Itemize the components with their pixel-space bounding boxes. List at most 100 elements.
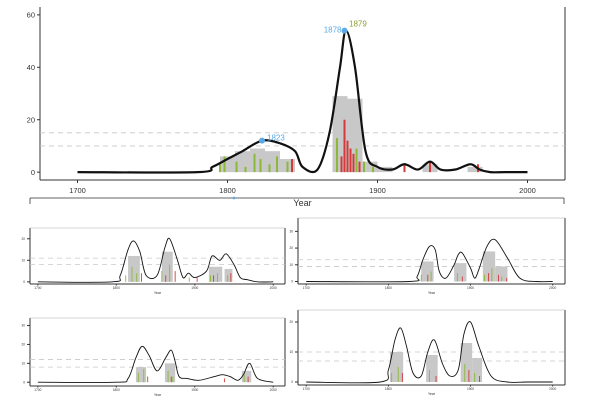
panel-3-x-tick-label-0: 1700 bbox=[303, 286, 310, 290]
panel-1-peak-label-2: 1879 bbox=[349, 20, 367, 29]
panel-4-y-tick-label-1: 10 bbox=[21, 361, 25, 365]
panel-1-green-spike-9 bbox=[336, 138, 338, 173]
panel-4-green-spike-3 bbox=[172, 376, 174, 383]
panel-3-x-tick-label-1: 1800 bbox=[385, 286, 392, 290]
panel-1-y-tick-label-1: 20 bbox=[27, 115, 35, 124]
panel-4-gray-bar-2 bbox=[241, 370, 252, 383]
panel-1-green-spike-11 bbox=[363, 161, 365, 173]
panel-3-green-spike-1 bbox=[430, 271, 432, 282]
panel-4-green-spike-2 bbox=[167, 370, 169, 383]
panel-1-green-spike-10 bbox=[355, 148, 358, 173]
panel-1-red-spike-8 bbox=[429, 161, 431, 173]
panel-3-green-spike-3 bbox=[484, 274, 485, 282]
panel-3-green-spike-4 bbox=[491, 268, 493, 282]
panel-5-green-spike-0 bbox=[391, 373, 393, 382]
panel-1-green-spike-8 bbox=[286, 161, 289, 173]
panel-5-gray-bar-0 bbox=[390, 352, 404, 382]
panel-1-x-tick-label-1: 1800 bbox=[219, 186, 236, 195]
panel-4-gray-bar-1 bbox=[164, 363, 176, 383]
panel-2-green-spike-7 bbox=[217, 273, 218, 282]
panel-1-x-axis-label: Year bbox=[293, 198, 311, 208]
panel-3-red-spike-3 bbox=[498, 274, 499, 282]
panel-3-red-spike-2 bbox=[488, 273, 490, 282]
panel-1-green-spike-1 bbox=[223, 156, 226, 173]
panel-2-x-tick-label-3: 2000 bbox=[270, 286, 277, 290]
panel-1-y-tick-label-2: 40 bbox=[27, 63, 35, 72]
panel-1-red-spike-1 bbox=[340, 156, 343, 173]
panel-1-gray-bar-2 bbox=[250, 148, 265, 173]
panel-4-green-spike-4 bbox=[243, 374, 245, 383]
panel-1-x-tick-label-3: 2000 bbox=[519, 186, 536, 195]
panel-1-x-tick-label-2: 1900 bbox=[369, 186, 386, 195]
panel-4-y-tick-label-3: 30 bbox=[21, 324, 25, 328]
panel-3-red-spike-0 bbox=[427, 274, 429, 282]
panel-3-red-spike-4 bbox=[506, 278, 508, 282]
panel-3-green-spike-2 bbox=[456, 273, 458, 282]
panel-1-peak-label-1: 1878 bbox=[324, 26, 342, 35]
panel-3-y-tick-label-1: 10 bbox=[289, 263, 293, 267]
panel-1-red-spike-0 bbox=[291, 159, 293, 173]
panel-2-green-spike-8 bbox=[227, 275, 229, 282]
panel-4-density-curve bbox=[37, 345, 274, 383]
panel-1-green-spike-2 bbox=[235, 161, 238, 173]
panel-4-red-spike-2 bbox=[224, 378, 226, 383]
panel-2-red-spike-0 bbox=[140, 273, 142, 282]
panel-5-x-tick-label-0: 1700 bbox=[303, 387, 310, 391]
panel-3-density-curve bbox=[306, 238, 553, 283]
panel-2-y-tick-label-2: 20 bbox=[21, 237, 25, 241]
panel-1-peak-marker-0 bbox=[259, 137, 265, 144]
panel-2-x-axis-label: Year bbox=[154, 291, 162, 295]
panel-4-green-spike-1 bbox=[143, 369, 145, 383]
panel-3-gray-bar-0 bbox=[421, 261, 434, 282]
panel-2-gray-bar-3 bbox=[224, 268, 233, 282]
panel-2-y-tick-label-1: 10 bbox=[21, 258, 25, 262]
panel-2-green-spike-1 bbox=[131, 266, 133, 282]
panel-3-y-tick-label-3: 30 bbox=[289, 229, 293, 233]
panel-4-red-spike-3 bbox=[247, 376, 249, 383]
panel-2-green-spike-5 bbox=[188, 277, 190, 282]
panel-2-x-tick-label-2: 1900 bbox=[191, 286, 198, 290]
panel-1-green-spike-3 bbox=[244, 166, 247, 173]
panel-3-green-spike-0 bbox=[420, 274, 422, 282]
panel-2-gray-bar-2 bbox=[208, 266, 223, 282]
panel-5-x-tick-label-3: 2000 bbox=[549, 387, 556, 391]
panel-4-gray-bar-0 bbox=[135, 367, 147, 383]
panel-1-red-spike-3 bbox=[346, 140, 349, 173]
panel-5-gray-bar-3 bbox=[472, 358, 483, 382]
panel-5-red-spike-0 bbox=[401, 373, 403, 382]
panel-5: 0 10 20 1700 1800 1900 2000 Year bbox=[289, 309, 566, 396]
panel-1-green-spike-7 bbox=[276, 156, 278, 173]
panel-5-red-spike-3 bbox=[479, 376, 481, 382]
panel-5-red-spike-1 bbox=[435, 376, 437, 382]
panel-1-green-spike-12 bbox=[372, 166, 374, 173]
panel-1-red-spike-6 bbox=[358, 161, 361, 173]
panel-3-x-tick-label-3: 2000 bbox=[549, 286, 556, 290]
panel-2-green-spike-0 bbox=[125, 275, 127, 282]
panel-5-x-axis-label: Year bbox=[428, 392, 436, 396]
panel-5-density-curve bbox=[306, 321, 553, 384]
panel-4-y-tick-label-2: 20 bbox=[21, 343, 25, 347]
separator-dot bbox=[232, 196, 236, 200]
panel-2-green-spike-6 bbox=[210, 275, 211, 282]
panel-2-red-spike-1 bbox=[165, 275, 167, 282]
panel-2: 0 10 20 1700 1800 1900 2000 Year bbox=[21, 227, 286, 295]
panel-1-gray-bar-7 bbox=[362, 161, 378, 173]
panel-1-red-spike-2 bbox=[343, 119, 346, 173]
panel-5-red-spike-2 bbox=[468, 370, 470, 382]
panel-5-y-tick-label-1: 10 bbox=[289, 350, 293, 354]
panel-2-gray-bar-1 bbox=[161, 251, 173, 282]
panel-1-red-spike-5 bbox=[352, 153, 355, 173]
panel-1-peak-marker-1 bbox=[341, 27, 348, 34]
panel-3: 0 10 20 30 1700 1800 1900 2000 Year bbox=[289, 217, 566, 295]
panel-1-y-tick-label-3: 60 bbox=[27, 10, 35, 19]
panel-3-green-spike-5 bbox=[501, 276, 503, 282]
panel-1-y-tick-label-0: 0 bbox=[31, 168, 35, 177]
panel-2-red-spike-4 bbox=[213, 275, 215, 282]
panel-4-x-tick-label-1: 1800 bbox=[113, 388, 120, 392]
panel-4-x-tick-label-3: 2000 bbox=[270, 388, 277, 392]
panel-1-peak-label-0: 1823 bbox=[267, 134, 285, 143]
panel-2-red-spike-5 bbox=[230, 273, 232, 282]
panel-1-green-spike-4 bbox=[253, 153, 256, 173]
panel-5-green-spike-1 bbox=[397, 367, 399, 382]
